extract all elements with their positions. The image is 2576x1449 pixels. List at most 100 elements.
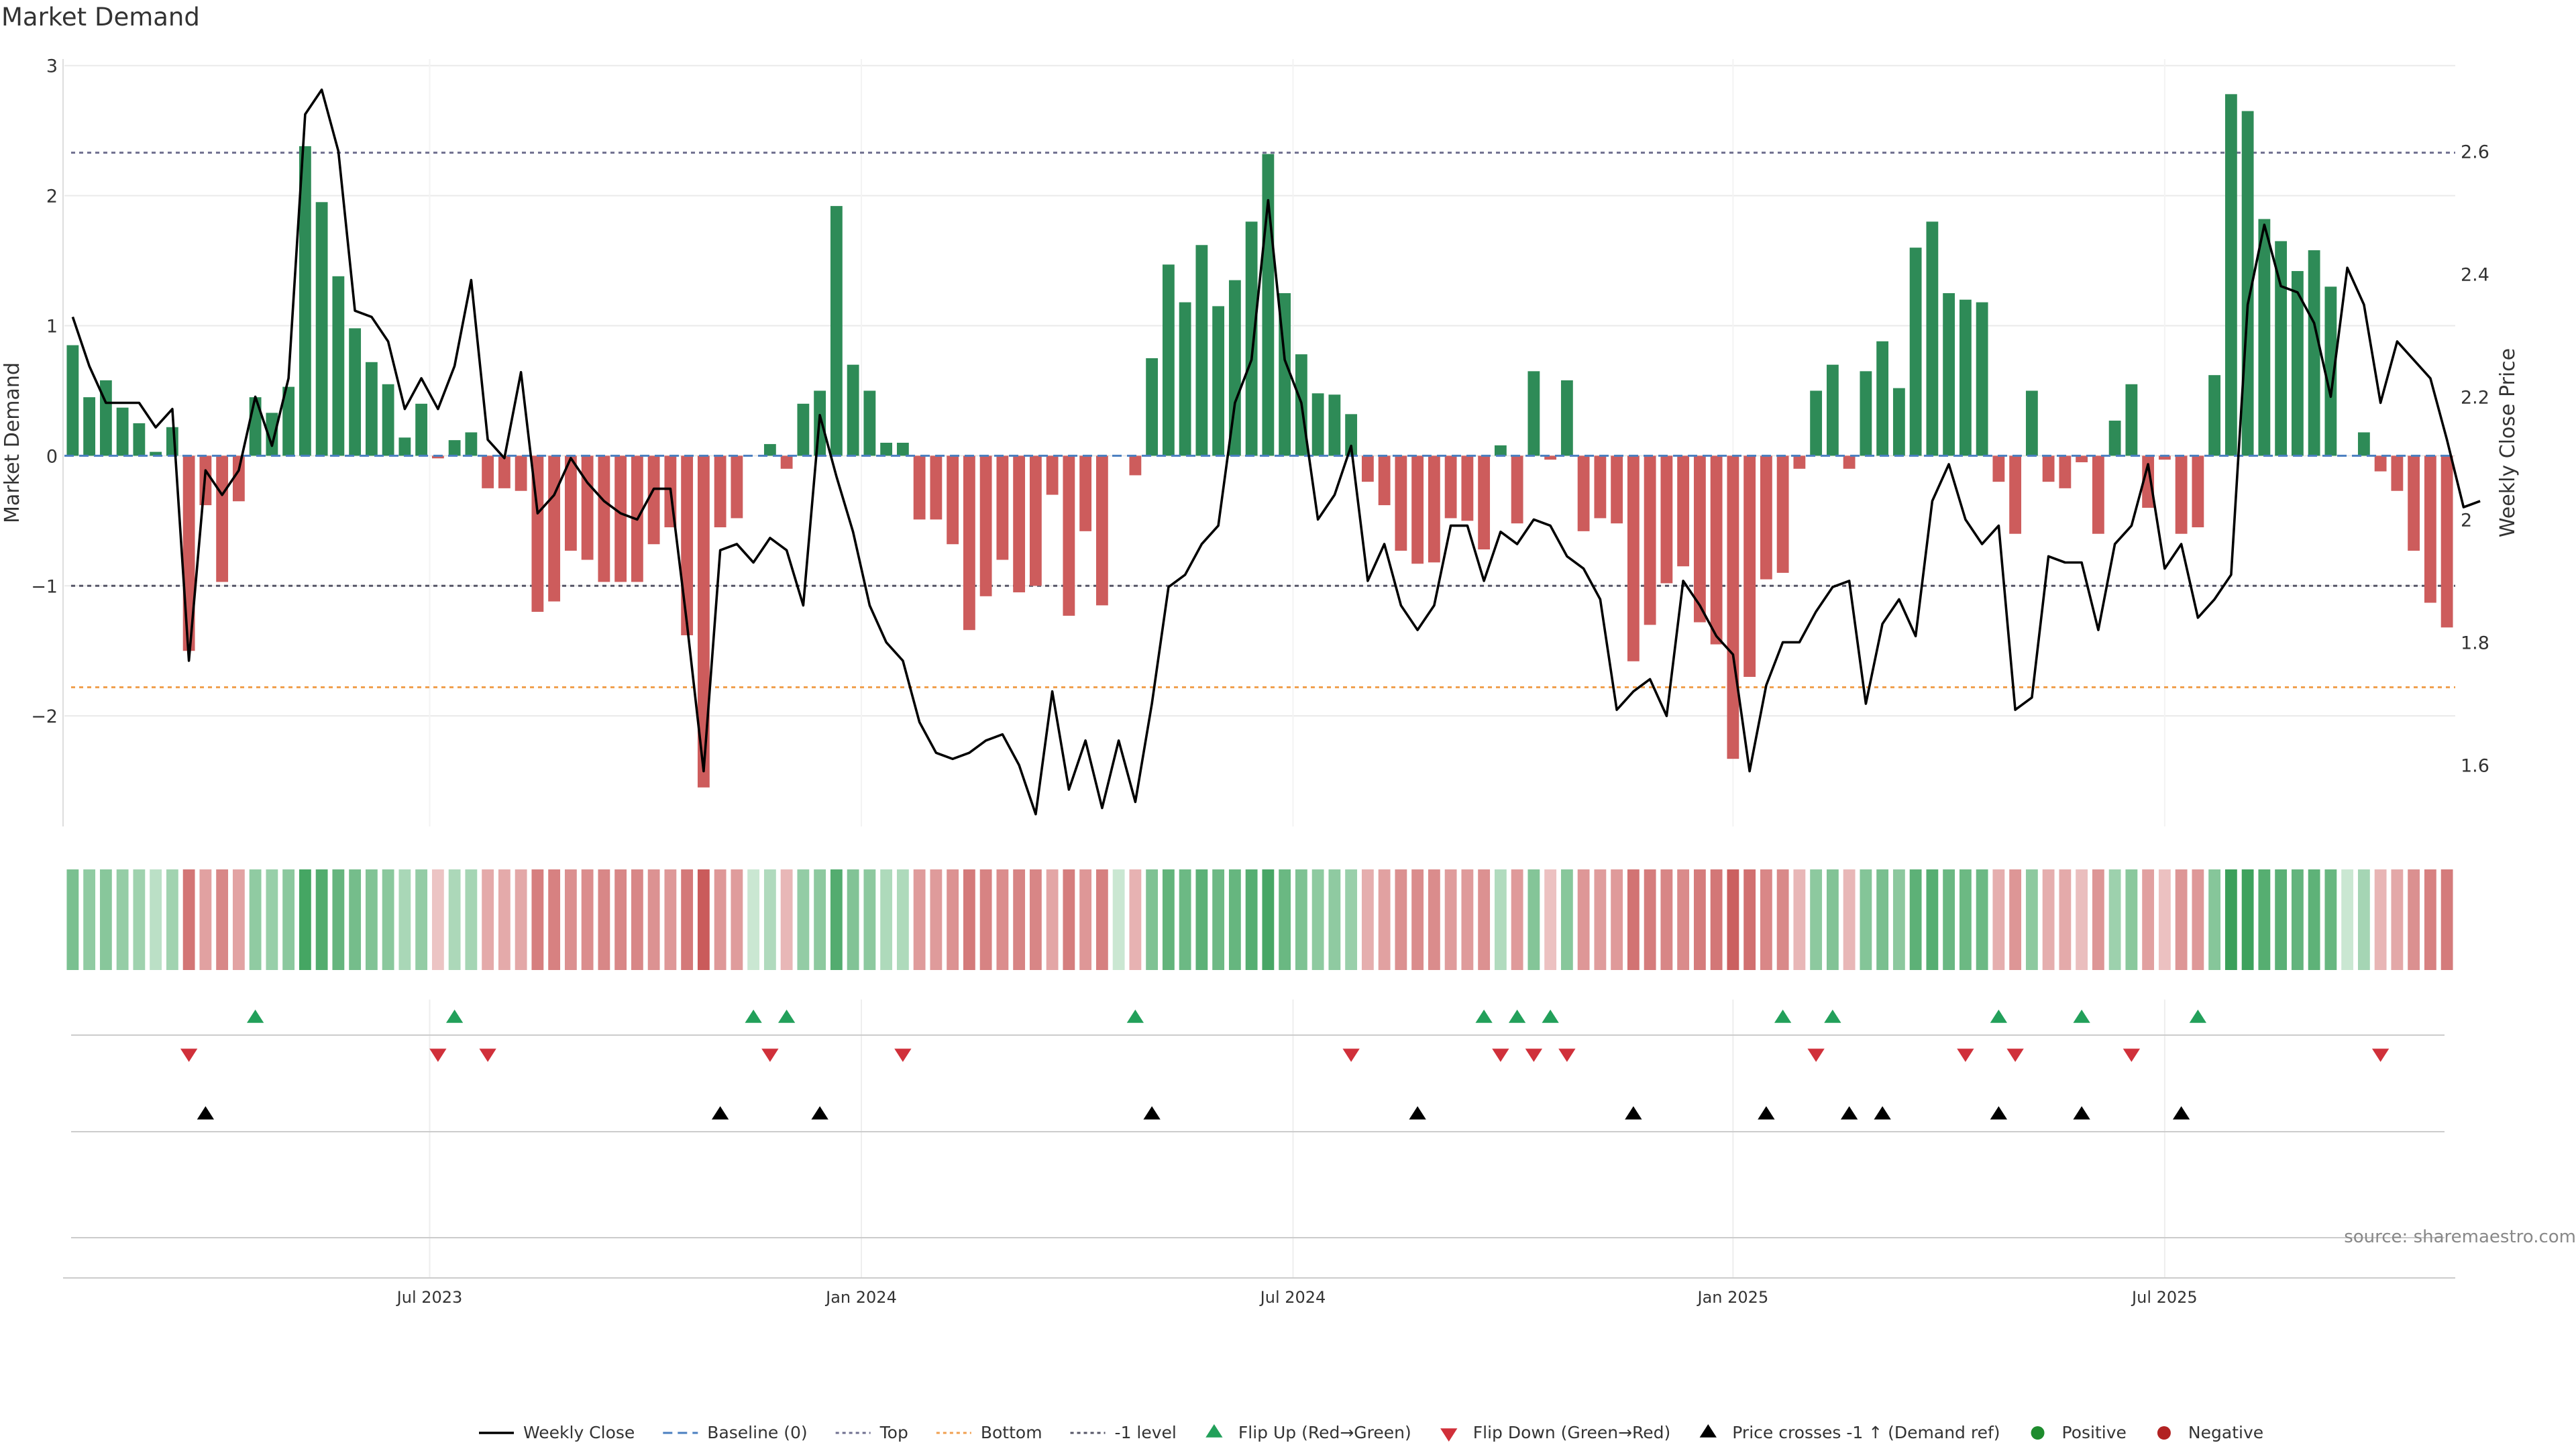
- negative-demand-bar: [1577, 455, 1590, 531]
- flip-up-marker: [1774, 1010, 1792, 1023]
- negative-demand-bar: [1594, 455, 1607, 519]
- heatmap-cell: [2009, 869, 2022, 970]
- heatmap-cell: [150, 869, 162, 970]
- positive-demand-bar: [2291, 271, 2304, 456]
- heatmap-cell: [1660, 869, 1673, 970]
- negative-demand-bar: [1793, 455, 1806, 469]
- heatmap-cell: [1478, 869, 1491, 970]
- demand-heatmap-strip: [66, 869, 2453, 970]
- positive-demand-bar: [847, 364, 859, 456]
- x-tick-labels: Jul 2023 Jan 2024 Jul 2024 Jan 2025 Jul 2025: [396, 1288, 2198, 1307]
- negative-demand-bar: [1029, 455, 1042, 586]
- positive-demand-bar: [166, 427, 178, 456]
- price-cross-marker: [197, 1106, 215, 1120]
- heatmap-cell: [2224, 869, 2237, 970]
- heatmap-cell: [996, 869, 1009, 970]
- positive-demand-bar: [150, 451, 162, 456]
- positive-demand-bar: [2208, 375, 2221, 456]
- positive-demand-bar: [133, 423, 146, 456]
- positive-demand-bar: [1328, 394, 1341, 456]
- flip-down-marker: [2123, 1049, 2141, 1062]
- legend-dot-icon: [2031, 1426, 2045, 1440]
- flip-up-marker: [1824, 1010, 1841, 1023]
- heatmap-cell: [847, 869, 859, 970]
- y2-tick-label: 2.6: [2461, 142, 2489, 162]
- negative-demand-bar: [1992, 455, 2005, 482]
- y2-tick-label: 1.8: [2461, 633, 2489, 653]
- flip-down-marker: [1342, 1049, 1360, 1062]
- positive-demand-bar: [1311, 393, 1324, 456]
- positive-demand-bar: [382, 384, 394, 456]
- negative-demand-bar: [1063, 455, 1075, 616]
- heatmap-cell: [2175, 869, 2188, 970]
- legend-item: Weekly Close: [479, 1423, 635, 1442]
- heatmap-cell: [863, 869, 876, 970]
- heatmap-cell: [2424, 869, 2436, 970]
- negative-demand-bar: [548, 455, 561, 602]
- negative-demand-bar: [2175, 455, 2188, 534]
- heatmap-cell: [166, 869, 178, 970]
- negative-demand-bar: [1378, 455, 1391, 506]
- negative-demand-bar: [930, 455, 943, 520]
- flip-down-markers: [180, 1049, 2390, 1062]
- positive-demand-bar: [2125, 384, 2138, 456]
- flip-down-marker: [429, 1049, 447, 1062]
- positive-demand-bar: [282, 386, 295, 456]
- flip-up-markers: [246, 1010, 2207, 1023]
- flip-down-marker: [1525, 1049, 1543, 1062]
- heatmap-cell: [2291, 869, 2304, 970]
- negative-demand-bar: [714, 455, 727, 528]
- heatmap-cell: [1892, 869, 1905, 970]
- price-cross-marker: [1625, 1106, 1642, 1120]
- negative-demand-bar: [2042, 455, 2055, 482]
- heatmap-cell: [133, 869, 146, 970]
- negative-demand-bar: [1129, 455, 1142, 476]
- negative-demand-bar: [1776, 455, 1789, 573]
- heatmap-cell: [232, 869, 245, 970]
- heatmap-cell: [1162, 869, 1175, 970]
- negative-demand-bar: [1411, 455, 1424, 564]
- y2-tick-label: 2: [2461, 510, 2472, 531]
- x-tick-label: Jan 2025: [1697, 1288, 1769, 1307]
- legend-label: -1 level: [1115, 1423, 1177, 1442]
- legend-label: Price crosses -1 ↑ (Demand ref): [1732, 1423, 2000, 1442]
- heatmap-cell: [2108, 869, 2121, 970]
- positive-demand-bar: [1810, 390, 1823, 456]
- flip-up-marker: [1542, 1010, 1559, 1023]
- heatmap-cell: [1063, 869, 1075, 970]
- reference-lines: [71, 152, 2455, 689]
- heatmap-cell: [2042, 869, 2055, 970]
- negative-demand-bar: [996, 455, 1009, 560]
- heatmap-cell: [1494, 869, 1507, 970]
- heatmap-cell: [116, 869, 129, 970]
- negative-demand-bar: [1046, 455, 1059, 495]
- heatmap-cell: [2208, 869, 2221, 970]
- positive-demand-bar: [2357, 432, 2370, 456]
- negative-demand-bar: [598, 455, 610, 582]
- heatmap-cell: [365, 869, 378, 970]
- heatmap-cell: [1826, 869, 1839, 970]
- heatmap-cell: [266, 869, 278, 970]
- negative-demand-bar: [1693, 455, 1706, 623]
- heatmap-cell: [1179, 869, 1191, 970]
- flip-up-marker: [1126, 1010, 1144, 1023]
- positive-demand-bar: [2258, 219, 2271, 456]
- legend-item: Positive: [2031, 1423, 2127, 1442]
- positive-demand-bar: [315, 202, 328, 456]
- flip-down-marker: [2371, 1049, 2390, 1062]
- heatmap-cell: [1461, 869, 1474, 970]
- flip-up-marker: [777, 1010, 796, 1023]
- flip-down-marker: [761, 1049, 779, 1062]
- heatmap-cell: [647, 869, 660, 970]
- heatmap-cell: [1959, 869, 1972, 970]
- demand-bars: [66, 94, 2453, 788]
- heatmap-cell: [614, 869, 627, 970]
- heatmap-cell: [2308, 869, 2320, 970]
- heatmap-cell: [963, 869, 975, 970]
- negative-demand-bar: [731, 455, 743, 519]
- heatmap-cell: [1361, 869, 1374, 970]
- flip-up-marker: [745, 1010, 762, 1023]
- heatmap-cell: [1112, 869, 1125, 970]
- negative-demand-bar: [2408, 455, 2420, 551]
- heatmap-cell: [1212, 869, 1225, 970]
